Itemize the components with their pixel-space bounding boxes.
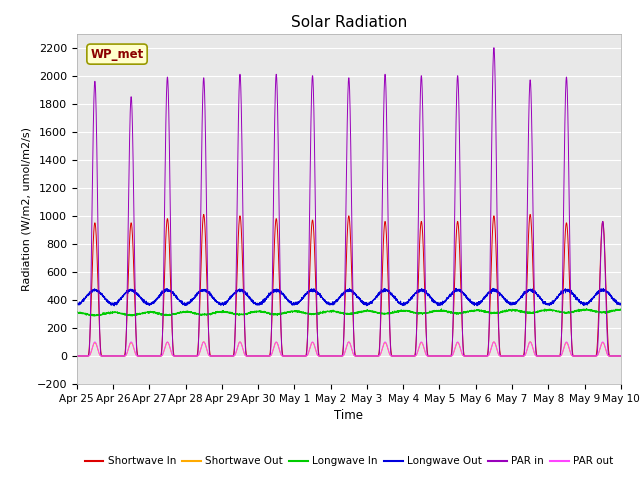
Shortwave In (329, 353, 337, 359)
Shortwave In (441, 353, 449, 359)
PAR in (502, 353, 509, 359)
PAR out (171, 353, 179, 359)
Longwave In (329, 308, 337, 313)
Shortwave Out (171, 353, 179, 359)
Longwave Out (329, 299, 337, 305)
Line: Shortwave Out: Shortwave Out (77, 342, 621, 356)
Shortwave Out (200, 339, 207, 345)
Shortwave Out (617, 353, 625, 359)
Longwave Out (73, 301, 81, 307)
Longwave Out (489, 286, 497, 291)
PAR out (329, 353, 337, 359)
Longwave In (91, 313, 99, 319)
PAR out (471, 353, 479, 359)
PAR in (616, 353, 624, 359)
Longwave In (441, 308, 449, 314)
Longwave In (471, 307, 479, 313)
PAR in (73, 353, 81, 359)
PAR in (440, 353, 448, 359)
Shortwave In (617, 353, 625, 359)
Longwave Out (110, 303, 118, 309)
X-axis label: Time: Time (334, 409, 364, 422)
Shortwave Out (329, 353, 337, 359)
PAR in (617, 353, 625, 359)
Shortwave Out (441, 353, 449, 359)
Shortwave In (616, 353, 624, 359)
Longwave Out (617, 301, 625, 307)
PAR out (441, 353, 449, 359)
Longwave Out (502, 299, 509, 304)
Shortwave In (200, 212, 207, 217)
Shortwave In (502, 353, 509, 359)
Line: Longwave Out: Longwave Out (77, 288, 621, 306)
Longwave In (171, 311, 179, 317)
Line: PAR in: PAR in (77, 48, 621, 356)
Shortwave Out (502, 353, 509, 359)
PAR out (617, 353, 625, 359)
Longwave In (582, 306, 590, 312)
Shortwave Out (73, 353, 81, 359)
Text: WP_met: WP_met (90, 48, 143, 60)
Shortwave In (471, 353, 479, 359)
PAR in (490, 45, 498, 50)
Line: Longwave In: Longwave In (77, 309, 621, 316)
Longwave In (616, 306, 624, 312)
Longwave In (617, 307, 625, 312)
Longwave Out (171, 293, 179, 299)
Longwave In (73, 310, 81, 315)
PAR out (502, 353, 509, 359)
Line: Shortwave In: Shortwave In (77, 215, 621, 356)
Legend: Shortwave In, Shortwave Out, Longwave In, Longwave Out, PAR in, PAR out: Shortwave In, Shortwave Out, Longwave In… (81, 452, 617, 470)
Y-axis label: Radiation (W/m2, umol/m2/s): Radiation (W/m2, umol/m2/s) (21, 127, 31, 291)
Longwave Out (471, 301, 479, 307)
Longwave Out (441, 298, 449, 304)
Line: PAR out: PAR out (77, 342, 621, 356)
PAR out (73, 353, 81, 359)
PAR out (91, 339, 99, 345)
Shortwave Out (616, 353, 624, 359)
PAR in (171, 353, 179, 359)
Shortwave In (73, 353, 81, 359)
Longwave Out (616, 302, 624, 308)
Longwave In (502, 308, 509, 314)
PAR in (328, 353, 336, 359)
PAR in (471, 353, 479, 359)
Shortwave In (171, 353, 179, 359)
Title: Solar Radiation: Solar Radiation (291, 15, 407, 30)
Shortwave Out (471, 353, 479, 359)
PAR out (616, 353, 624, 359)
